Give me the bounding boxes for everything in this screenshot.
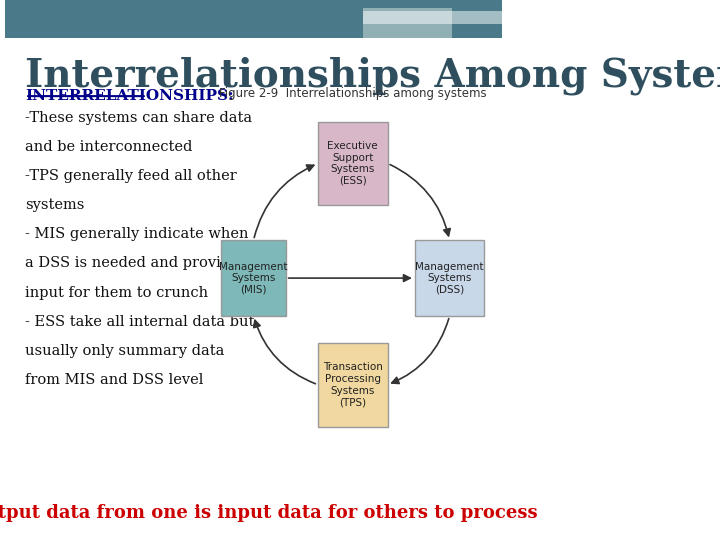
Text: Output data from one is input data for others to process: Output data from one is input data for o… [0,504,538,522]
Text: input for them to crunch: input for them to crunch [25,286,208,300]
FancyBboxPatch shape [318,122,387,205]
Text: - MIS generally indicate when: - MIS generally indicate when [25,227,248,241]
Text: Interrelationships Among Systems: Interrelationships Among Systems [25,57,720,95]
Text: Executive
Support
Systems
(ESS): Executive Support Systems (ESS) [328,141,378,186]
Text: a DSS is needed and provide: a DSS is needed and provide [25,256,239,271]
FancyBboxPatch shape [415,240,485,316]
Bar [363,8,452,38]
FancyBboxPatch shape [318,343,387,427]
Text: systems: systems [25,198,84,212]
Bar [363,11,502,24]
Text: and be interconnected: and be interconnected [25,140,192,154]
Bar [5,0,502,38]
Text: Transaction
Processing
Systems
(TPS): Transaction Processing Systems (TPS) [323,362,383,407]
Text: -These systems can share data: -These systems can share data [25,111,252,125]
Text: Management
Systems
(DSS): Management Systems (DSS) [415,261,484,295]
Text: Management
Systems
(MIS): Management Systems (MIS) [220,261,288,295]
Text: from MIS and DSS level: from MIS and DSS level [25,373,204,387]
Text: -TPS generally feed all other: -TPS generally feed all other [25,169,237,183]
Text: Figure 2-9  Interrelationships among systems: Figure 2-9 Interrelationships among syst… [219,87,487,100]
Text: - ESS take all internal data but: - ESS take all internal data but [25,315,255,329]
Text: INTERRELATIONSHIPS:: INTERRELATIONSHIPS: [25,89,234,103]
Text: usually only summary data: usually only summary data [25,344,225,358]
FancyBboxPatch shape [221,240,286,316]
